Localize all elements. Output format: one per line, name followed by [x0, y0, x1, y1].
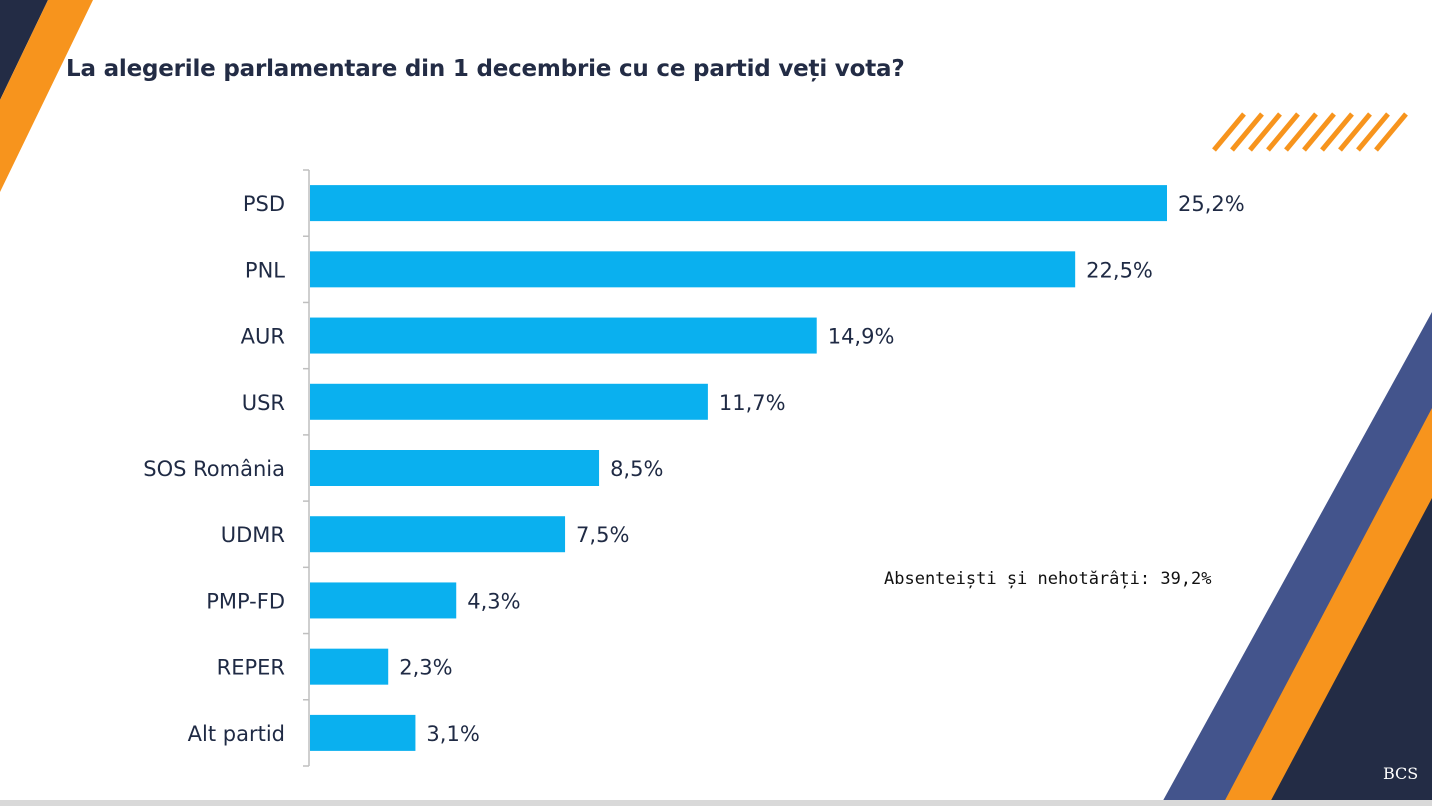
value-label: 4,3%	[467, 589, 520, 613]
bcs-logo: BCS	[1383, 764, 1418, 783]
bottom-divider	[0, 800, 1432, 806]
bar-reper	[310, 648, 389, 685]
bar-pnl	[310, 251, 1076, 288]
undecided-note: Absenteiști și nehotărâți: 39,2%	[884, 569, 1212, 589]
value-label: 11,7%	[719, 391, 786, 415]
category-label: UDMR	[221, 523, 285, 547]
category-label: AUR	[241, 325, 285, 349]
chart-title: La alegerile parlamentare din 1 decembri…	[66, 56, 905, 82]
bar-udmr	[310, 516, 566, 553]
category-label: PMP-FD	[206, 589, 285, 613]
bar-sos-rom-nia	[310, 450, 600, 486]
value-label: 25,2%	[1178, 192, 1245, 216]
category-label: USR	[242, 391, 285, 415]
category-label: REPER	[217, 656, 285, 680]
bar-alt-partid	[310, 714, 416, 751]
bottom-right-navy-band	[1268, 498, 1432, 806]
value-label: 8,5%	[610, 457, 663, 481]
category-label: PNL	[245, 258, 285, 282]
category-label: SOS România	[143, 457, 285, 481]
top-left-orange-stripe	[0, 0, 93, 192]
bar-psd	[310, 185, 1167, 222]
hatch-marks	[1212, 112, 1408, 152]
bar-aur	[310, 317, 817, 354]
value-label: 3,1%	[426, 722, 479, 746]
bar-pmp-fd	[310, 582, 457, 619]
category-label: PSD	[243, 192, 285, 216]
category-label: Alt partid	[188, 722, 285, 746]
bar-usr	[310, 383, 708, 420]
value-label: 7,5%	[576, 523, 629, 547]
value-label: 2,3%	[399, 656, 452, 680]
value-label: 14,9%	[828, 325, 895, 349]
logo-text: BCS	[1383, 764, 1419, 783]
value-label: 22,5%	[1086, 258, 1153, 282]
